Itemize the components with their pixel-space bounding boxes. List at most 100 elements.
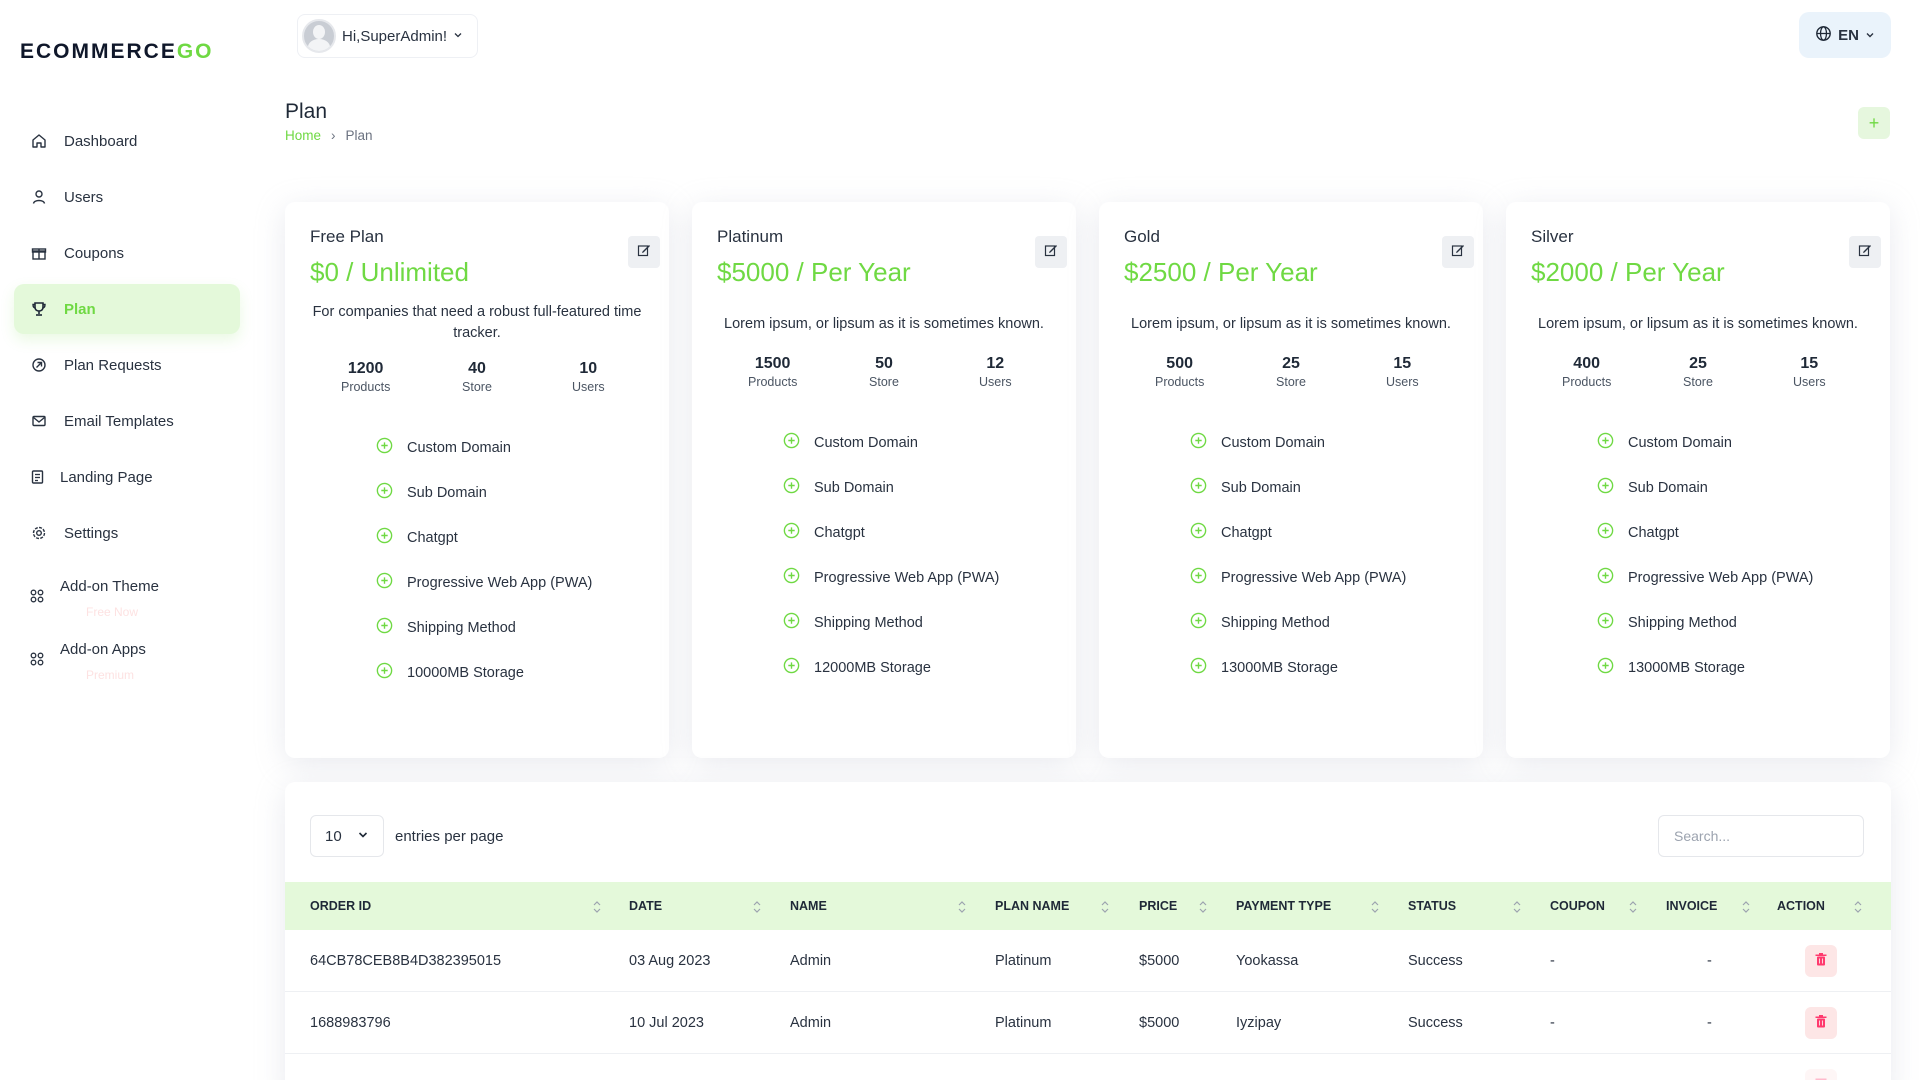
language-button[interactable]: EN: [1799, 12, 1891, 58]
delete-button[interactable]: [1805, 1007, 1837, 1039]
plan-description: Lorem ipsum, or lipsum as it is sometime…: [724, 316, 1044, 332]
plan-stats: 1500 Products 50 Store 12 Users: [717, 355, 1051, 389]
column-header-price[interactable]: PRICE: [1139, 899, 1178, 913]
column-header-invoice[interactable]: INVOICE: [1666, 899, 1718, 913]
cell-invoice: -: [1707, 1015, 1712, 1031]
sidebar-item-settings[interactable]: Settings: [14, 508, 240, 558]
breadcrumb-home-link[interactable]: Home: [285, 128, 322, 143]
language-label: EN: [1838, 26, 1859, 44]
sort-icon[interactable]: [957, 899, 967, 915]
plus-circle-icon: [1597, 522, 1614, 543]
sort-icon[interactable]: [592, 899, 602, 915]
sidebar-item-email-templates[interactable]: Email Templates: [14, 396, 240, 446]
delete-button[interactable]: [1805, 1069, 1837, 1080]
column-header-action[interactable]: ACTION: [1777, 899, 1825, 913]
cell-date: 10 Jul 2023: [629, 1015, 704, 1031]
sidebar-item-addon-apps[interactable]: Add-on Apps Premium: [14, 634, 240, 684]
cell-order-id: 1688983796: [310, 1015, 391, 1031]
edit-plan-button[interactable]: [1849, 236, 1881, 268]
feature-item: Shipping Method: [376, 605, 592, 650]
edit-plan-button[interactable]: [1442, 236, 1474, 268]
sort-icon[interactable]: [752, 899, 762, 915]
chevron-down-icon: [1865, 27, 1875, 44]
search-input[interactable]: [1658, 815, 1864, 857]
sidebar-item-coupons[interactable]: Coupons: [14, 228, 240, 278]
plus-circle-icon: [783, 432, 800, 453]
edit-icon: [1044, 243, 1058, 262]
stat-store: 25 Store: [1276, 355, 1306, 389]
column-header-coupon[interactable]: COUPON: [1550, 899, 1605, 913]
sidebar-item-plan[interactable]: Plan: [14, 284, 240, 334]
stat-products: 400 Products: [1561, 355, 1612, 389]
feature-item: 13000MB Storage: [1190, 645, 1406, 690]
sidebar-item-label: Settings: [64, 524, 119, 542]
column-header-payment-type[interactable]: PAYMENT TYPE: [1236, 899, 1332, 913]
edit-plan-button[interactable]: [628, 236, 660, 268]
chevron-down-icon: [357, 828, 369, 845]
plan-price: $0 / Unlimited: [310, 257, 469, 287]
add-plan-button[interactable]: +: [1858, 107, 1890, 139]
feature-item: Progressive Web App (PWA): [376, 560, 592, 605]
plan-stats: 400 Products 25 Store 15 Users: [1531, 355, 1865, 389]
edit-plan-button[interactable]: [1035, 236, 1067, 268]
feature-item: Chatgpt: [1597, 510, 1813, 555]
plan-description: For companies that need a robust full-fe…: [312, 304, 642, 341]
sort-icon[interactable]: [1628, 899, 1638, 915]
column-header-name[interactable]: NAME: [790, 899, 827, 913]
plus-circle-icon: [1597, 657, 1614, 678]
sidebar-item-landing-page[interactable]: Landing Page: [14, 452, 240, 502]
feature-item: 12000MB Storage: [783, 645, 999, 690]
sidebar-item-badge: Premium: [86, 668, 135, 682]
sidebar-item-plan-requests[interactable]: Plan Requests: [14, 340, 240, 390]
cell-status: Success: [1408, 953, 1463, 969]
feature-item: Chatgpt: [1190, 510, 1406, 555]
plus-circle-icon: [1190, 432, 1207, 453]
sort-icon[interactable]: [1853, 899, 1863, 915]
sidebar-item-label: Add-on Apps: [60, 640, 146, 658]
plus-circle-icon: [376, 662, 393, 683]
plan-price: $2000 / Per Year: [1531, 257, 1725, 287]
cell-invoice: -: [1707, 953, 1712, 969]
column-header-order-id[interactable]: ORDER ID: [310, 899, 372, 913]
sidebar-item-label: Add-on Theme: [60, 577, 159, 595]
column-header-status[interactable]: STATUS: [1408, 899, 1457, 913]
entries-per-page-select[interactable]: 10: [310, 815, 384, 857]
sidebar-item-label: Dashboard: [64, 132, 138, 150]
column-header-plan-name[interactable]: PLAN NAME: [995, 899, 1070, 913]
plus-circle-icon: [376, 527, 393, 548]
plus-circle-icon: [376, 572, 393, 593]
feature-item: Sub Domain: [376, 470, 592, 515]
sidebar-item-dashboard[interactable]: Dashboard: [14, 116, 240, 166]
sidebar-item-users[interactable]: Users: [14, 172, 240, 222]
feature-item: Progressive Web App (PWA): [1190, 555, 1406, 600]
user-menu-button[interactable]: Hi,SuperAdmin!: [297, 14, 479, 58]
chevron-down-icon: [453, 27, 463, 45]
sort-icon[interactable]: [1198, 899, 1208, 915]
column-header-date[interactable]: DATE: [629, 899, 663, 913]
plus-circle-icon: [783, 567, 800, 588]
sort-icon[interactable]: [1100, 899, 1110, 915]
plus-circle-icon: [783, 477, 800, 498]
cell-status: Success: [1408, 1015, 1463, 1031]
sort-icon[interactable]: [1741, 899, 1751, 915]
sort-icon[interactable]: [1512, 899, 1522, 915]
edit-icon: [1858, 243, 1872, 262]
user-greeting: Hi,SuperAdmin!: [342, 27, 448, 45]
plus-circle-icon: [376, 437, 393, 458]
delete-button[interactable]: [1805, 945, 1837, 977]
feature-item: Shipping Method: [1190, 600, 1406, 645]
feature-item: Sub Domain: [783, 465, 999, 510]
cell-price: $5000: [1139, 953, 1180, 969]
plus-circle-icon: [1190, 522, 1207, 543]
app-logo[interactable]: ECOMMERCEGO: [20, 40, 214, 63]
stat-users: 10 Users: [571, 360, 605, 394]
feature-item: Custom Domain: [783, 420, 999, 465]
stat-products: 1500 Products: [747, 355, 798, 389]
sidebar-item-addon-theme[interactable]: Add-on Theme Free Now: [14, 571, 240, 621]
table-row: 1688983796 10 Jul 2023 Admin Platinum $5…: [285, 992, 1891, 1054]
cell-coupon: -: [1550, 953, 1555, 969]
feature-item: Chatgpt: [783, 510, 999, 555]
plus-icon: +: [1868, 112, 1880, 133]
sidebar-item-label: Plan Requests: [64, 356, 162, 374]
sort-icon[interactable]: [1370, 899, 1380, 915]
